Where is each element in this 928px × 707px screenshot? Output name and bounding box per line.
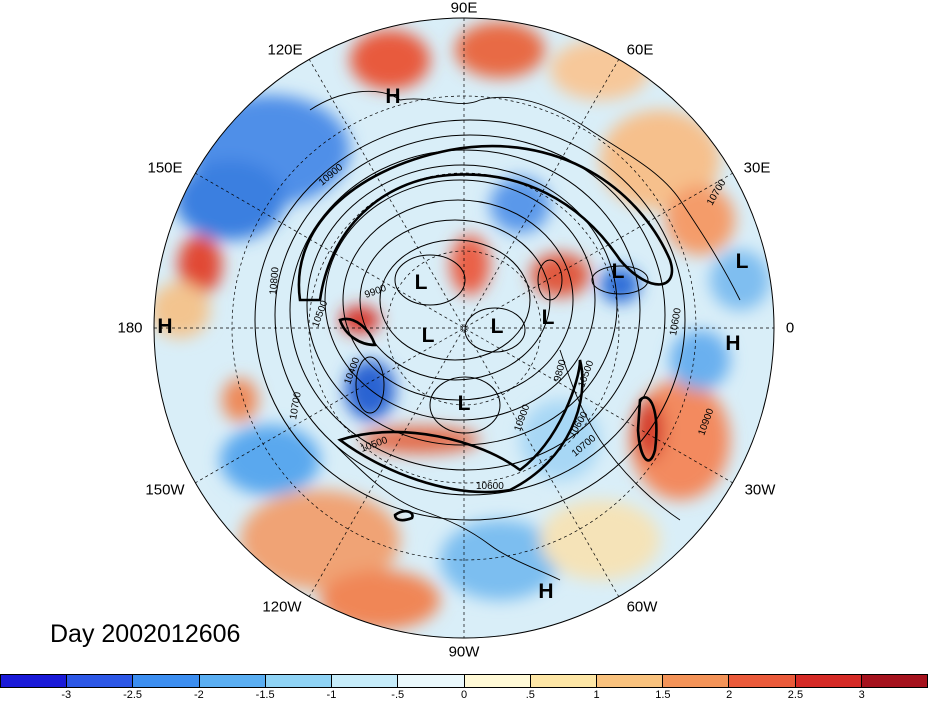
pressure-center-high: H <box>538 580 554 603</box>
colorbar-tick-label: -1 <box>326 689 337 701</box>
colorbar-tick-label: -3 <box>61 689 72 701</box>
lon-label-150w: 150W <box>145 481 185 499</box>
anomaly-field <box>154 18 774 638</box>
lon-label-30e: 30E <box>743 159 771 177</box>
contour-label: 10600 <box>476 481 504 492</box>
contour-label: 10800 <box>268 266 281 295</box>
pressure-center-low: L <box>541 306 555 329</box>
colorbar-segment <box>265 675 333 687</box>
pressure-center-low: L <box>735 250 749 273</box>
lon-label-60w: 60W <box>626 598 658 616</box>
colorbar-segment <box>1 675 68 687</box>
lon-label-30w: 30W <box>744 481 776 499</box>
colorbar-segment <box>67 675 134 687</box>
colorbar-tick-label: -1.5 <box>255 689 275 701</box>
lon-label-90w: 90W <box>448 643 480 661</box>
jet-contours <box>297 144 674 522</box>
contour-label: 10600 <box>668 307 684 337</box>
colorbar-segment <box>663 675 730 687</box>
lon-label-60e: 60E <box>626 41 654 59</box>
colorbar-segment <box>332 675 399 687</box>
colorbar-tick-label: 0 <box>460 689 468 701</box>
colorbar-tick-label: .5 <box>525 689 535 701</box>
colorbar-segment <box>596 675 664 687</box>
colorbar-segment <box>795 675 862 687</box>
map-border <box>153 17 775 639</box>
lon-label-150e: 150E <box>147 159 183 177</box>
pressure-center-low: L <box>611 260 625 283</box>
colorbar-tick-label: -2.5 <box>123 689 143 701</box>
colorbar-tick-label: 2 <box>726 689 733 701</box>
contour-label: 10700 <box>288 391 304 421</box>
colorbar-segment <box>199 675 266 687</box>
pressure-center-high: H <box>385 85 401 108</box>
lon-label-0: 0 <box>785 319 795 337</box>
colorbar-tick-label: -2 <box>193 689 204 701</box>
coastlines <box>309 90 741 581</box>
pressure-center-low: L <box>457 392 471 415</box>
lon-label-120w: 120W <box>262 598 302 616</box>
colorbar-tick-label: 1.5 <box>655 689 671 701</box>
pressure-center-low: L <box>490 315 504 338</box>
colorbar-tick-label: 3 <box>858 689 865 701</box>
colorbar <box>0 674 928 688</box>
pressure-center-high: H <box>725 332 741 355</box>
lon-label-120e: 120E <box>267 41 303 59</box>
colorbar-tick-label: 1 <box>593 689 600 701</box>
pressure-center-low: L <box>421 324 435 347</box>
height-contours <box>254 119 686 521</box>
lon-label-90e: 90E <box>450 0 478 17</box>
colorbar-segment <box>398 675 465 687</box>
colorbar-segment <box>133 675 200 687</box>
pressure-center-low: L <box>414 271 428 294</box>
colorbar-segment <box>729 675 796 687</box>
lon-label-180: 180 <box>117 319 143 337</box>
colorbar-segment <box>530 675 597 687</box>
colorbar-segment <box>861 675 928 687</box>
colorbar-tick-label: 2.5 <box>787 689 804 701</box>
colorbar-segment <box>464 675 531 687</box>
day-label: Day 2002012606 <box>50 620 241 648</box>
colorbar-tick-label: -.5 <box>391 689 405 701</box>
pressure-center-high: H <box>157 315 173 338</box>
